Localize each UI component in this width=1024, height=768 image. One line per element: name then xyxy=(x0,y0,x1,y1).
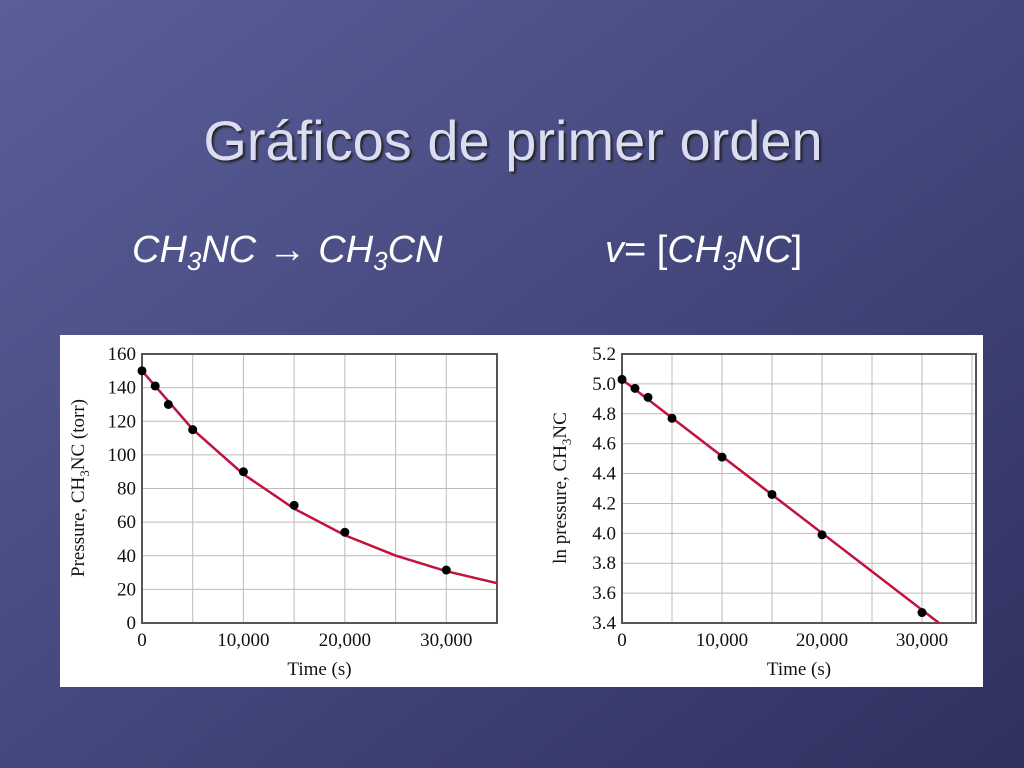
data-point xyxy=(630,383,640,393)
y-tick-label: 4.4 xyxy=(592,464,616,485)
data-point xyxy=(188,425,198,435)
eq-part: CN xyxy=(388,229,443,271)
y-tick-label: 4.0 xyxy=(592,523,616,544)
label-part: ln pressure, CH xyxy=(550,445,571,564)
y-tick-label: 160 xyxy=(108,344,137,365)
data-point xyxy=(717,452,727,462)
reaction: CH3NC → CH3CN xyxy=(132,229,443,276)
eq-sub: 3 xyxy=(722,246,737,276)
data-point xyxy=(340,527,350,537)
y-tick-label: 0 xyxy=(127,613,137,634)
eq-sub: 3 xyxy=(373,246,388,276)
y-tick-label: 20 xyxy=(117,579,136,600)
label-part: NC (torr) xyxy=(68,399,89,470)
x-tick-label: 20,000 xyxy=(796,630,848,651)
x-tick-label: 30,000 xyxy=(896,630,948,651)
x-axis-label: Time (s) xyxy=(767,659,831,680)
label-part: NC xyxy=(550,412,571,438)
x-tick-label: 10,000 xyxy=(217,630,269,651)
y-tick-label: 4.8 xyxy=(592,404,616,425)
y-axis-label: Pressure, CH3NC (torr) xyxy=(68,399,92,577)
data-point xyxy=(767,489,777,499)
data-point xyxy=(163,399,173,409)
y-tick-label: 40 xyxy=(117,546,136,567)
eq-part: CH xyxy=(132,229,187,271)
eq-part: CH xyxy=(318,229,373,271)
y-tick-label: 80 xyxy=(117,479,136,500)
y-tick-label: 100 xyxy=(108,445,137,466)
eq-arrow: → xyxy=(268,229,306,271)
eq-part: NC xyxy=(201,229,256,271)
chart-panel xyxy=(60,335,983,687)
y-tick-label: 60 xyxy=(117,512,136,533)
plot-frame xyxy=(141,353,498,624)
y-tick-label: 140 xyxy=(108,378,137,399)
label-sub: 3 xyxy=(559,439,574,446)
data-point xyxy=(667,413,677,423)
x-axis-label: Time (s) xyxy=(287,659,351,680)
data-point xyxy=(441,565,451,575)
data-point xyxy=(150,381,160,391)
x-tick-label: 20,000 xyxy=(319,630,371,651)
eq-part: CH xyxy=(667,229,722,271)
data-point xyxy=(617,374,627,384)
data-point xyxy=(917,608,927,618)
x-tick-label: 0 xyxy=(617,630,627,651)
data-point xyxy=(289,500,299,510)
data-point xyxy=(817,530,827,540)
label-sub: 3 xyxy=(77,470,92,477)
y-axis-label: ln pressure, CH3NC xyxy=(550,412,574,564)
y-tick-label: 5.2 xyxy=(592,344,616,365)
y-tick-label: 3.8 xyxy=(592,553,616,574)
label-part: Pressure, CH xyxy=(68,476,89,577)
plot-frame xyxy=(621,353,977,624)
x-tick-label: 0 xyxy=(137,630,147,651)
data-point xyxy=(238,467,248,477)
rate-law: v= [CH3NC] xyxy=(605,229,802,276)
data-point xyxy=(643,392,653,402)
x-tick-label: 30,000 xyxy=(420,630,472,651)
y-tick-label: 120 xyxy=(108,411,137,432)
x-tick-label: 10,000 xyxy=(696,630,748,651)
y-tick-label: 4.2 xyxy=(592,493,616,514)
y-tick-label: 5.0 xyxy=(592,374,616,395)
fit-line xyxy=(142,369,497,585)
slide-title: Gráficos de primer orden xyxy=(203,109,822,172)
y-tick-label: 3.6 xyxy=(592,583,616,604)
eq-part: = [ xyxy=(624,229,668,271)
eq-part: v xyxy=(605,229,626,271)
data-point xyxy=(137,366,147,376)
y-tick-label: 3.4 xyxy=(592,613,616,634)
eq-part: NC xyxy=(737,229,792,271)
eq-part: ] xyxy=(792,229,803,271)
eq-sub: 3 xyxy=(187,246,202,276)
y-tick-label: 4.6 xyxy=(592,434,616,455)
